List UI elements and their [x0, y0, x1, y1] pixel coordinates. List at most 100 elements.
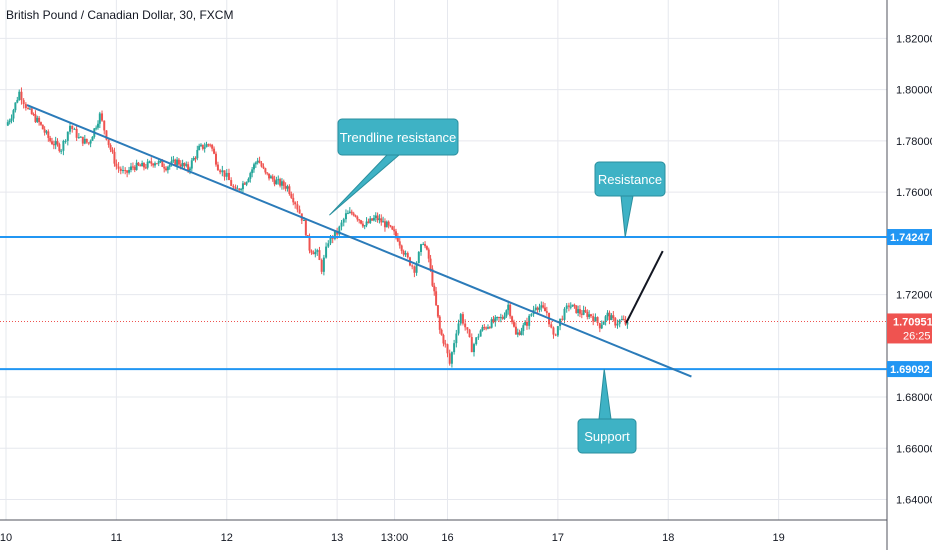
candle-body [243, 183, 246, 185]
candle-body [433, 285, 436, 292]
candle-body [455, 333, 458, 344]
candle-body [563, 308, 566, 320]
candle-body [450, 352, 453, 364]
candle-body [312, 252, 315, 255]
candle-body [236, 188, 239, 190]
resistance-price-label: 1.74247 [890, 232, 930, 244]
candle-body [424, 244, 427, 247]
candle-body [95, 127, 98, 129]
candle-body [372, 217, 375, 221]
countdown-label: 26:25 [903, 330, 931, 342]
candle-body [121, 170, 124, 172]
candle-body [477, 336, 480, 338]
callout-pointer [598, 369, 612, 420]
candle-body [39, 122, 42, 125]
candle-body [77, 137, 80, 139]
candle-body [545, 311, 548, 313]
candle-body [249, 173, 252, 179]
candle-body [194, 157, 197, 159]
candle-body [604, 316, 607, 322]
candle-body [540, 305, 543, 308]
candle-body [27, 108, 30, 110]
candle-body [314, 251, 317, 255]
candle-body [282, 181, 285, 186]
candle-body [520, 331, 523, 335]
candle-body [411, 265, 414, 267]
candle-body [513, 322, 516, 327]
candle-body [600, 324, 603, 329]
candle-body [286, 186, 289, 189]
candle-body [271, 176, 274, 180]
callout-box [577, 418, 637, 454]
candle-body [260, 162, 263, 167]
candle-body [618, 320, 621, 324]
candle-body [350, 211, 353, 214]
candle-body [436, 305, 439, 317]
candle-body [101, 113, 104, 121]
candle-body [18, 91, 21, 101]
candle-body [152, 163, 155, 166]
candle-body [389, 225, 392, 227]
candle-body [288, 186, 291, 194]
candle-body [225, 172, 228, 177]
candle-body [264, 168, 267, 173]
candle-body [425, 246, 428, 250]
candle-body [556, 326, 559, 336]
candle-body [168, 164, 171, 167]
candle-body [141, 162, 144, 167]
callout-text: Support [584, 429, 630, 444]
breakout-arrow [625, 250, 664, 324]
candle-body [578, 309, 581, 314]
candle-body [34, 114, 37, 122]
candle-body [277, 179, 280, 181]
candle-body [111, 149, 114, 152]
candle-body [159, 160, 162, 162]
candle-body [115, 163, 118, 167]
candle-body [464, 323, 467, 328]
candle-body [612, 315, 615, 319]
candle-body [376, 215, 379, 221]
candle-body [66, 131, 69, 141]
callout-text: Resistance [598, 172, 662, 187]
candle-body [468, 329, 471, 338]
y-tick-label: 1.64000 [896, 495, 932, 507]
candle-body [459, 314, 462, 324]
callout-box [337, 118, 459, 156]
candle-body [322, 257, 325, 272]
candle-body [346, 213, 349, 215]
candle-body [393, 229, 396, 232]
candle-body [273, 179, 276, 185]
candle-body [45, 131, 48, 133]
x-tick-label: 10 [0, 532, 12, 544]
candle-body [552, 327, 555, 335]
candle-body [486, 327, 489, 329]
candle-body [240, 189, 243, 191]
candle-body [310, 250, 313, 253]
candle-body [30, 108, 33, 115]
candle-body [103, 120, 106, 131]
candle-body [187, 164, 190, 171]
support-price-tag [887, 361, 932, 378]
candle-body [294, 202, 297, 205]
candle-body [594, 317, 597, 322]
y-tick-label: 1.80000 [896, 85, 932, 97]
candle-body [133, 166, 136, 170]
candle-body [266, 172, 269, 174]
candle-body [543, 307, 546, 312]
candle-body [8, 120, 11, 123]
candle-body [205, 144, 208, 148]
candle-body [475, 337, 478, 345]
y-tick-label: 1.72000 [896, 290, 932, 302]
candle-body [569, 306, 572, 308]
candle-body [43, 129, 46, 133]
candle-body [170, 160, 173, 165]
candle-body [176, 159, 179, 166]
candle-body [89, 140, 92, 144]
candle-body [525, 321, 528, 326]
candle-body [98, 113, 101, 124]
candle-body [598, 323, 601, 329]
x-tick-label: 19 [773, 532, 785, 544]
candle-body [505, 310, 508, 317]
candle-body [298, 209, 301, 214]
candle-body [227, 172, 230, 181]
